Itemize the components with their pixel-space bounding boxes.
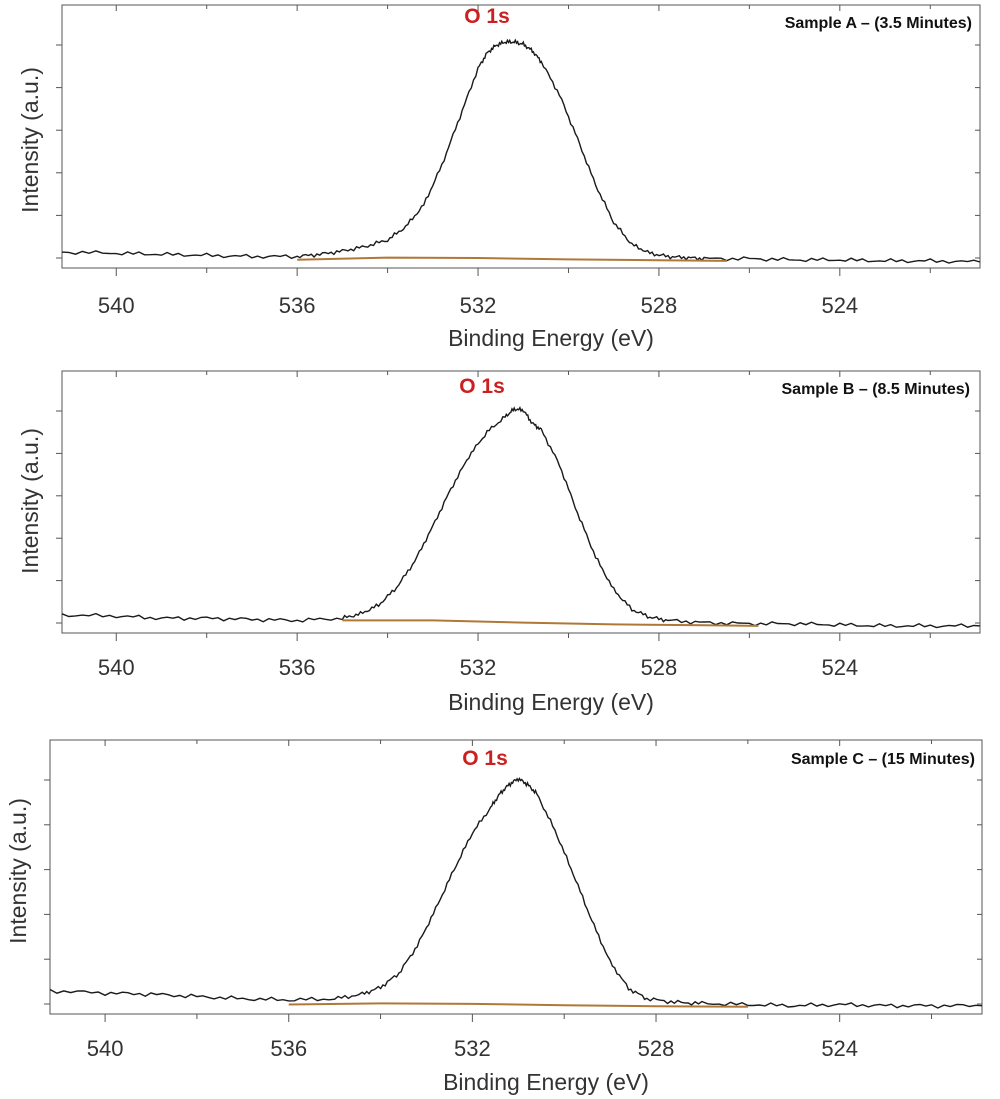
background-line — [288, 1002, 748, 1008]
x-axis-title: Binding Energy (eV) — [448, 325, 654, 351]
xps-panel-sample-b: 540 536 532 528 524 Binding Energy (eV) Intens… — [0, 364, 1000, 726]
peak-label-o1s: O 1s — [459, 375, 505, 398]
background-line — [297, 256, 727, 262]
chart-svg-c: 540 536 532 528 524 Binding Energy (eV) Intens… — [5, 739, 983, 1095]
o1s-spectrum-line — [49, 776, 983, 1009]
peak-label-o1s: O 1s — [462, 747, 508, 770]
x-tick-label: 532 — [460, 655, 497, 680]
x-tick-label: 540 — [98, 293, 135, 318]
x-tick-label: 536 — [270, 1036, 307, 1061]
background-line — [342, 619, 759, 627]
plot-frame — [49, 739, 983, 1015]
x-tick-label: 536 — [279, 293, 316, 318]
xps-panel-sample-a: 540 536 532 528 524 Binding Energy (eV) Intens… — [0, 0, 1000, 360]
x-tick-label: 524 — [821, 1036, 858, 1061]
x-tick-label: 528 — [638, 1036, 675, 1061]
o1s-spectrum-line — [61, 405, 981, 629]
plot-area-c: 540 536 532 528 524 Binding Energy (eV) Intens… — [5, 739, 983, 1095]
x-tick-label: 532 — [454, 1036, 491, 1061]
y-axis-title: Intensity (a.u.) — [17, 428, 43, 574]
plot-frame — [61, 370, 981, 634]
plot-frame — [61, 4, 981, 269]
chart-svg-a: 540 536 532 528 524 Binding Energy (eV) Intens… — [17, 4, 981, 351]
x-axis-title: Binding Energy (eV) — [448, 689, 654, 715]
x-tick-label: 540 — [98, 655, 135, 680]
sample-title: Sample A – (3.5 Minutes) — [785, 15, 972, 32]
x-tick-label: 532 — [460, 293, 497, 318]
sample-title: Sample C – (15 Minutes) — [791, 751, 975, 768]
plot-area-a: 540 536 532 528 524 Binding Energy (eV) Intens… — [17, 4, 981, 351]
x-tick-label: 524 — [821, 655, 858, 680]
x-tick-label: 528 — [641, 655, 678, 680]
chart-svg-b: 540 536 532 528 524 Binding Energy (eV) Intens… — [17, 370, 981, 715]
sample-title: Sample B – (8.5 Minutes) — [782, 381, 971, 398]
x-axis-title: Binding Energy (eV) — [443, 1069, 649, 1095]
x-tick-label: 524 — [821, 293, 858, 318]
x-tick-label: 536 — [279, 655, 316, 680]
peak-label-o1s: O 1s — [464, 5, 510, 28]
o1s-spectrum-line — [61, 38, 981, 264]
x-tick-label: 528 — [641, 293, 678, 318]
x-tick-label: 540 — [87, 1036, 124, 1061]
plot-area-b: 540 536 532 528 524 Binding Energy (eV) Intens… — [17, 370, 981, 715]
y-axis-title: Intensity (a.u.) — [5, 798, 31, 944]
y-axis-title: Intensity (a.u.) — [17, 67, 43, 213]
xps-panel-sample-c: 540 536 532 528 524 Binding Energy (eV) Intens… — [0, 730, 1000, 1099]
